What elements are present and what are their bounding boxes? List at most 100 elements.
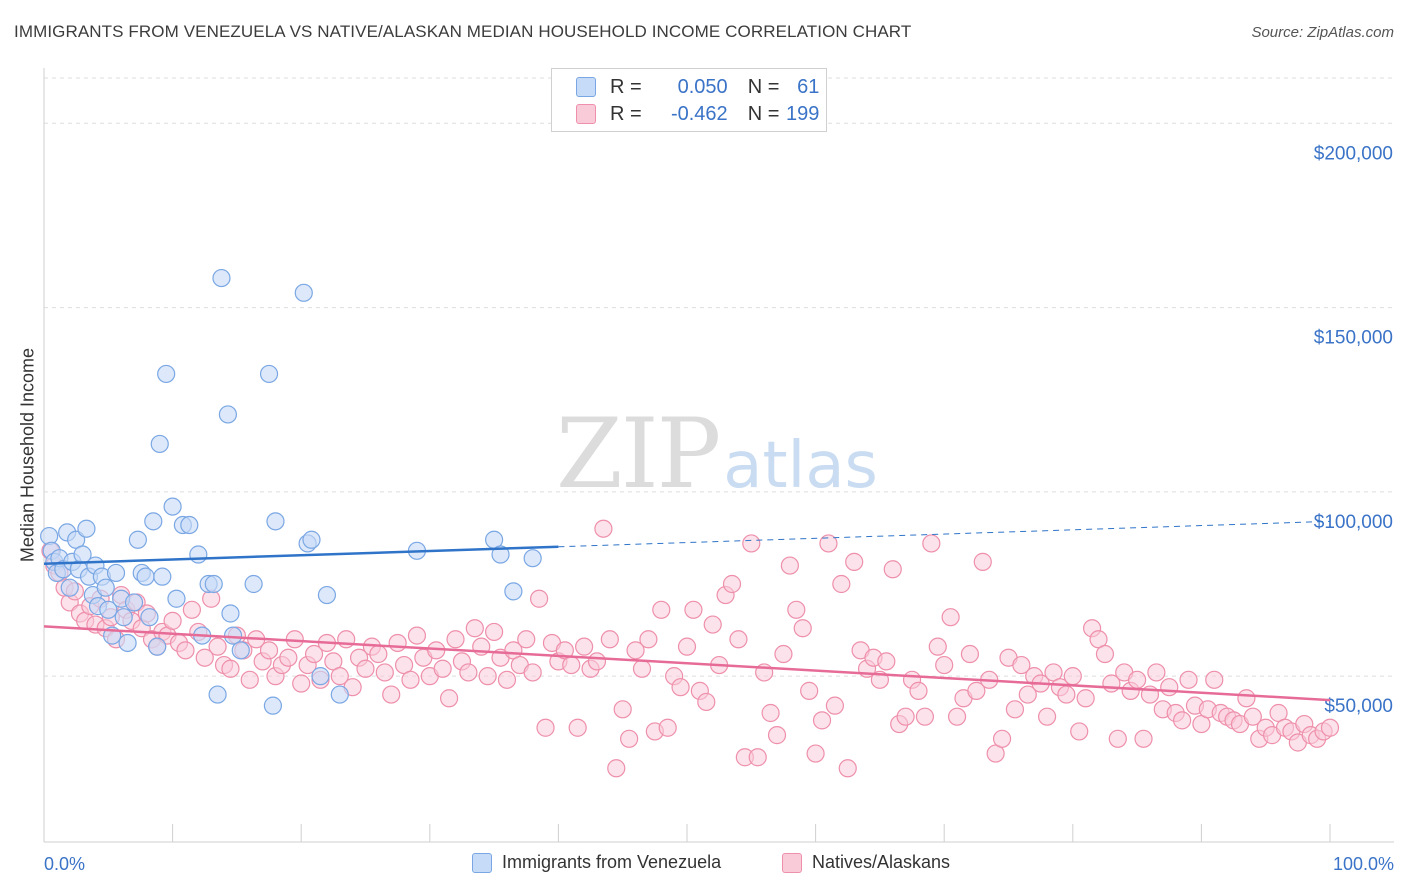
natives-point (671, 678, 690, 697)
natives-point (845, 552, 864, 571)
watermark-atlas: atlas (723, 429, 878, 503)
natives-point (195, 648, 214, 667)
natives-point (697, 692, 716, 712)
natives-point (575, 637, 594, 656)
venezuela-point (124, 593, 144, 612)
natives-point (992, 729, 1012, 748)
natives-point (240, 670, 259, 689)
venezuela-point (212, 268, 231, 288)
venezuela-point (311, 667, 330, 686)
legend-swatch-blue (576, 77, 596, 97)
natives-point (1243, 707, 1262, 726)
natives-point (761, 703, 780, 723)
venezuela-point (231, 641, 250, 660)
legend-n-label: N = (747, 102, 780, 125)
venezuela-point (180, 515, 199, 535)
natives-point (259, 641, 279, 660)
legend-r-label: R = (610, 75, 642, 98)
natives-point (620, 729, 639, 748)
venezuela-point (302, 530, 321, 549)
natives-point (221, 659, 240, 678)
venezuela-point (163, 497, 182, 516)
natives-point (478, 667, 497, 686)
venezuela-point (106, 563, 126, 583)
natives-point (1018, 685, 1037, 704)
bottom-legend-swatch-blue (472, 852, 492, 873)
x-tick-label: 0.0% (44, 854, 85, 874)
venezuela-point (208, 685, 227, 704)
bottom-legend-venezuela: Immigrants from Venezuela (472, 852, 721, 873)
natives-point (607, 759, 626, 778)
natives-point (652, 600, 671, 619)
natives-point (446, 630, 465, 649)
venezuela-point (317, 585, 337, 605)
natives-point (928, 637, 947, 656)
venezuela-point (140, 608, 159, 627)
natives-point (465, 619, 484, 638)
natives-point (793, 619, 812, 638)
natives-point (677, 637, 697, 656)
y-tick-label: $150,000 (1314, 328, 1393, 349)
natives-point (806, 744, 825, 763)
natives-point (497, 670, 517, 689)
natives-point (838, 759, 857, 778)
natives-point (819, 534, 838, 553)
natives-point (568, 718, 587, 737)
natives-point (922, 534, 941, 553)
natives-point (960, 644, 980, 664)
natives-point (1108, 729, 1127, 748)
natives-point (780, 556, 799, 575)
natives-point (536, 718, 555, 737)
watermark: ZIPatlas (556, 398, 878, 510)
y-tick-label: $100,000 (1314, 512, 1393, 533)
natives-point (729, 630, 748, 649)
legend-row-venezuela: R = 0.050 N = 61 (576, 75, 819, 99)
natives-point (594, 519, 613, 538)
natives-point (613, 700, 632, 719)
legend-n-value: 61 (797, 75, 820, 98)
legend-swatch-pink (576, 104, 596, 124)
y-tick-label: $50,000 (1324, 696, 1393, 717)
natives-point (825, 696, 844, 715)
natives-point (742, 534, 761, 553)
natives-point (967, 681, 986, 700)
bottom-legend-natives: Natives/Alaskans (782, 852, 950, 873)
natives-point (1147, 663, 1166, 682)
venezuela-point (244, 574, 263, 594)
natives-point (774, 644, 793, 664)
venezuela-point (167, 589, 186, 608)
natives-trend-line (43, 625, 1331, 702)
venezuela-point (150, 434, 169, 454)
natives-point (703, 615, 722, 634)
legend-row-natives: R = -0.462 N = 199 (576, 102, 819, 126)
natives-point (208, 637, 227, 656)
natives-point (684, 600, 703, 619)
venezuela-point (330, 685, 349, 704)
natives-point (658, 718, 677, 737)
venezuela-trend-extension (558, 520, 1331, 548)
y-tick-label: $200,000 (1314, 143, 1393, 164)
natives-point (369, 644, 388, 664)
natives-point (562, 655, 581, 675)
natives-point (439, 689, 459, 708)
venezuela-point (266, 512, 285, 531)
natives-point (639, 630, 658, 649)
chart-title: IMMIGRANTS FROM VENEZUELA VS NATIVE/ALAS… (14, 22, 912, 41)
natives-point (1070, 722, 1089, 741)
natives-point (459, 663, 478, 682)
natives-point (935, 655, 954, 675)
venezuela-point (40, 526, 59, 546)
natives-point (1012, 655, 1031, 675)
natives-point (485, 622, 504, 642)
natives-point (163, 611, 182, 630)
correlation-legend: R = 0.050 N = 61 R = -0.462 N = 199 (551, 68, 827, 132)
natives-point (1205, 670, 1224, 689)
natives-point (941, 608, 960, 627)
natives-point (1076, 689, 1095, 708)
natives-point (1134, 729, 1153, 748)
natives-point (388, 633, 407, 653)
natives-point (182, 600, 201, 619)
natives-point (626, 641, 645, 660)
venezuela-point (144, 512, 163, 531)
natives-point (304, 644, 324, 664)
